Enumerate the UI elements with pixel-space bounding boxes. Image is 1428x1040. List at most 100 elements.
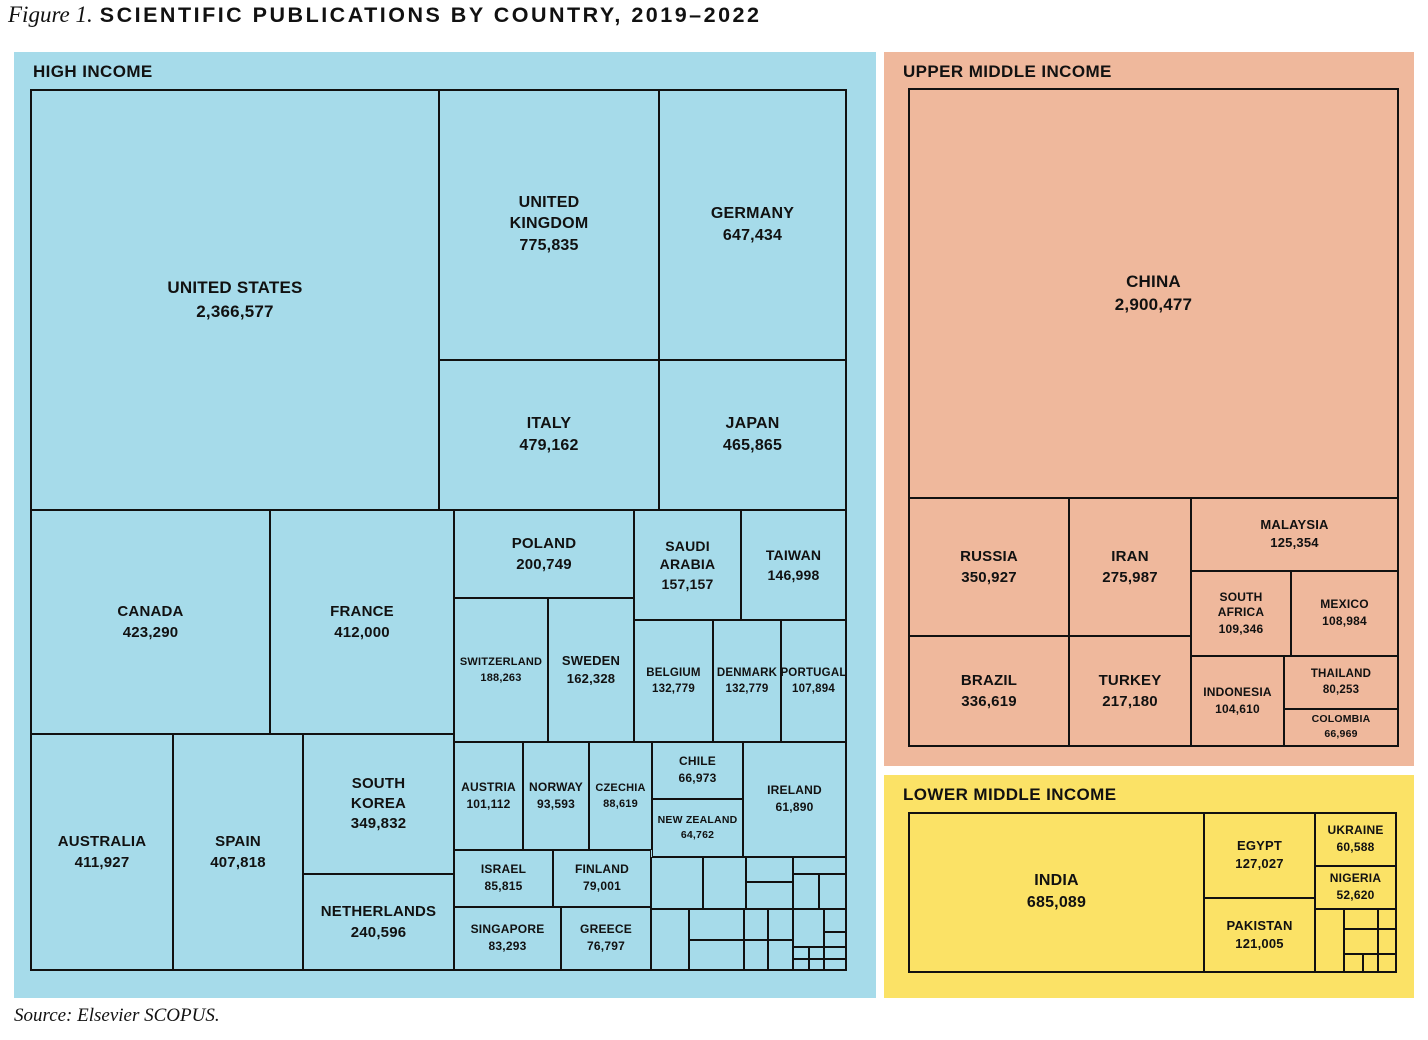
treemap-cell-south-africa: SOUTH AFRICA 109,346	[1191, 571, 1291, 656]
country-value: 66,969	[1324, 728, 1358, 740]
country-value: 188,263	[480, 671, 522, 684]
country-name: IRAN	[1111, 548, 1149, 565]
figure-title: Figure 1. SCIENTIFIC PUBLICATIONS BY COUN…	[8, 2, 761, 28]
treemap-cell-malaysia: MALAYSIA 125,354	[1191, 498, 1398, 571]
treemap-cell-mexico: MEXICO 108,984	[1291, 571, 1398, 656]
treemap-cell-united-kingdom: UNITED KINGDOM 775,835	[439, 90, 659, 360]
treemap-filler-cell	[744, 940, 768, 970]
treemap-cell-ukraine: UKRAINE 60,588	[1315, 813, 1396, 866]
country-name: GREECE	[580, 922, 632, 937]
treemap-filler-cell	[1363, 954, 1378, 972]
treemap-filler-cell	[824, 959, 846, 970]
treemap-filler-cell	[1378, 954, 1396, 972]
treemap-filler-cell	[768, 940, 793, 970]
treemap-cell-japan: JAPAN 465,865	[659, 360, 846, 510]
country-value: 2,900,477	[1114, 295, 1193, 314]
treemap-cell-switzerland: SWITZERLAND 188,263	[454, 598, 548, 742]
treemap-cell-australia: AUSTRALIA 411,927	[31, 734, 173, 970]
treemap-cell-poland: POLAND 200,749	[454, 510, 634, 598]
treemap-cell-colombia: COLOMBIA 66,969	[1284, 709, 1398, 746]
treemap-cell-chile: CHILE 66,973	[652, 742, 743, 799]
country-value: 104,610	[1215, 701, 1260, 716]
country-name: SPAIN	[215, 833, 261, 850]
country-value: 121,005	[1235, 935, 1284, 951]
country-name: FINLAND	[574, 862, 630, 877]
country-name: NETHERLANDS	[320, 903, 437, 920]
country-name: UKRAINE	[1327, 823, 1384, 838]
treemap-filler-cell	[768, 909, 793, 940]
treemap-filler-cell	[1315, 909, 1344, 972]
treemap-cell-ireland: IRELAND 61,890	[743, 742, 846, 857]
treemap-cell-greece: GREECE 76,797	[561, 907, 651, 970]
country-name: THAILAND	[1310, 668, 1372, 681]
country-name: UNITED STATES	[167, 278, 303, 298]
treemap-cell-finland: FINLAND 79,001	[553, 850, 651, 907]
country-value: 108,984	[1322, 614, 1367, 628]
country-name: ISRAEL	[480, 862, 527, 877]
country-name: DENMARK	[716, 666, 778, 679]
country-name: PAKISTAN	[1226, 917, 1293, 933]
treemap-cell-belgium: BELGIUM 132,779	[634, 620, 713, 742]
country-value: 647,434	[722, 226, 783, 244]
figure-title-text: SCIENTIFIC PUBLICATIONS BY COUNTRY, 2019…	[99, 3, 762, 27]
country-name: AUSTRALIA	[57, 833, 147, 850]
country-value: 109,346	[1218, 621, 1264, 636]
treemap-cell-new-zealand: NEW ZEALAND 64,762	[652, 799, 743, 857]
country-value: 412,000	[334, 623, 390, 641]
source-note: Source: Elsevier SCOPUS.	[14, 1005, 220, 1026]
country-value: 479,162	[519, 436, 579, 454]
country-value: 64,762	[680, 828, 715, 841]
treemap-filler-cell	[824, 947, 846, 959]
country-value: 775,835	[519, 236, 579, 254]
treemap-cell-austria: AUSTRIA 101,112	[454, 742, 523, 850]
country-name: INDONESIA	[1203, 684, 1272, 699]
country-name: GERMANY	[710, 204, 795, 222]
treemap-filler-cell	[651, 909, 689, 970]
treemap-filler-cell	[824, 932, 846, 947]
country-value: 411,927	[74, 853, 130, 871]
treemap-cell-italy: ITALY 479,162	[439, 360, 659, 510]
treemap-filler-cell	[793, 959, 809, 970]
treemap-cell-saudi-arabia: SAUDI ARABIA 157,157	[634, 510, 741, 620]
treemap-filler-cell	[793, 874, 819, 909]
country-value: 162,328	[566, 670, 616, 686]
country-name: NIGERIA	[1329, 871, 1382, 886]
treemap-filler-cell	[746, 882, 793, 909]
treemap-cell-canada: CANADA 423,290	[31, 510, 270, 734]
treemap-cell-iran: IRAN 275,987	[1069, 498, 1191, 636]
treemap-cell-taiwan: TAIWAN 146,998	[741, 510, 846, 620]
treemap-filler-cell	[1344, 954, 1363, 972]
country-value: 349,832	[350, 815, 407, 833]
treemap-cell-israel: ISRAEL 85,815	[454, 850, 553, 907]
treemap-filler-cell	[819, 874, 846, 909]
country-name: NEW ZEALAND	[657, 813, 738, 826]
country-value: 93,593	[537, 796, 575, 811]
figure-number-label: Figure 1.	[8, 2, 93, 27]
treemap-cell-portugal: PORTUGAL 107,894	[781, 620, 846, 742]
treemap-filler-cell	[793, 857, 846, 874]
country-name: SWITZERLAND	[459, 656, 543, 669]
country-name: COLOMBIA	[1311, 713, 1371, 726]
country-name: CHILE	[679, 754, 716, 769]
treemap-filler-cell	[1344, 909, 1378, 929]
treemap-cell-denmark: DENMARK 132,779	[713, 620, 781, 742]
country-value: 88,619	[603, 797, 638, 810]
country-name: CANADA	[117, 603, 184, 620]
country-value: 107,894	[792, 682, 835, 695]
treemap-filler-cell	[703, 857, 746, 909]
country-value: 132,779	[652, 682, 695, 695]
income-group-high-income: HIGH INCOME UNITED STATES 2,366,577 UNITED …	[14, 52, 876, 998]
country-name: RUSSIA	[960, 548, 1018, 565]
treemap-cell-nigeria: NIGERIA 52,620	[1315, 866, 1396, 909]
treemap-filler-cell	[793, 947, 809, 959]
country-name: FRANCE	[330, 603, 394, 620]
country-value: 61,890	[775, 800, 814, 814]
treemap-cell-brazil: BRAZIL 336,619	[909, 636, 1069, 746]
treemap-upper-middle-income: CHINA 2,900,477 RUSSIA 350,927 IRAN 275,987 MA…	[908, 88, 1399, 747]
treemap-cell-egypt: EGYPT 127,027	[1204, 813, 1315, 898]
country-value: 83,293	[488, 939, 527, 953]
treemap-filler-cell	[746, 857, 793, 882]
treemap-lower-middle-income: INDIA 685,089 EGYPT 127,027 PAKISTAN 121,005 U…	[908, 812, 1397, 973]
country-name: UNITED KINGDOM	[509, 194, 589, 233]
country-name: CHINA	[1126, 271, 1181, 291]
